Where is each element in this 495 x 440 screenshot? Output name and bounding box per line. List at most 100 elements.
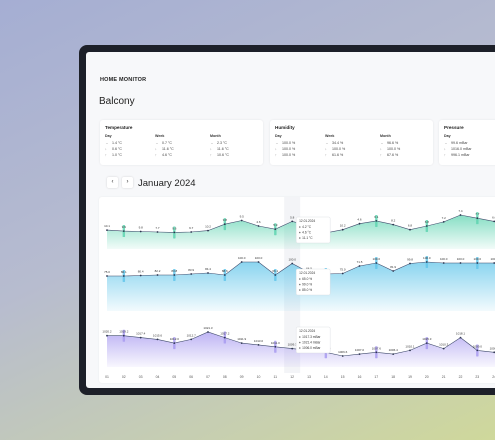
value-label: 1008.4	[490, 346, 495, 350]
data-point	[291, 220, 294, 223]
value-label: 1007.6	[372, 346, 382, 350]
value-label: 1017.4	[136, 332, 146, 336]
x-tick-label: 07	[206, 375, 210, 379]
stat-row: ↓ 11.6 °C	[155, 146, 174, 152]
min-icon: ↓	[210, 147, 212, 151]
data-point	[274, 274, 277, 276]
card-temperature: Temperature Day ↔ 1.4 °C ↓ 0.6 °C ↑ 1.0 °C Week ↔…	[100, 120, 263, 165]
value-label: 100.0	[457, 257, 465, 261]
value-label: 1017.2	[220, 332, 230, 336]
stat-column: Month ↔ 96.6 % ↓ 100.0 % ↑ 67.6 %	[380, 134, 400, 158]
value-label: 1021.3	[203, 326, 213, 330]
value-label: 83.9	[188, 268, 194, 272]
value-label: 88.6	[222, 269, 228, 273]
tooltip-value: 85.0 %	[302, 288, 312, 292]
data-point	[459, 336, 462, 339]
min-icon: ↓	[380, 147, 382, 151]
range-icon: ↔	[105, 141, 109, 145]
range-icon: ↔	[275, 141, 279, 145]
value-label: 1013.0	[254, 339, 264, 343]
value-label: 10.2	[205, 225, 211, 229]
tooltip-bullet	[298, 283, 301, 286]
stat-column-head: Week	[325, 134, 335, 138]
stat-value: 67.6 %	[387, 153, 399, 157]
app-title: HOME MONITOR	[100, 77, 147, 83]
x-tick-label: 06	[189, 375, 193, 379]
x-tick-label: 11	[274, 375, 278, 379]
data-point	[274, 228, 277, 231]
stat-column-head: Day	[275, 134, 282, 138]
data-point	[122, 275, 125, 277]
page-title: Balcony	[99, 96, 135, 107]
month-label: January 2024	[138, 178, 196, 189]
range-icon: ↔	[155, 141, 159, 145]
value-label: 75.0	[104, 270, 110, 274]
data-point	[442, 221, 445, 223]
data-point	[425, 342, 428, 344]
stat-row: ↔ 99.6 mBar	[444, 140, 472, 146]
tooltip-value: 4.6 °C	[302, 231, 312, 235]
data-point	[375, 262, 378, 264]
value-label: 9.8	[223, 218, 228, 222]
value-label: 7.4	[458, 209, 463, 213]
stat-value: 96.6 %	[387, 141, 399, 145]
x-tick-label: 04	[156, 375, 160, 379]
max-icon: ↑	[155, 153, 157, 157]
data-point	[240, 219, 243, 222]
tooltip-bullet	[298, 231, 301, 234]
stat-value: 34.4 %	[332, 141, 344, 145]
tooltip-value: 11.1 °C	[302, 236, 313, 240]
value-label: 99.8	[407, 258, 413, 262]
tooltip-box	[295, 216, 331, 244]
stat-column: Day ↔ 99.6 mBar ↓ 1016.0 mBar ↑ 996.1 mBar	[444, 134, 472, 158]
card-pressure: Pressure Day ↔ 99.6 mBar ↓ 1016.0 mBar ↑ 996.1 …	[439, 120, 495, 165]
value-label: 10.1	[104, 224, 110, 228]
x-tick-label: 02	[122, 375, 126, 379]
stat-row: ↔ 96.6 %	[380, 140, 400, 146]
stat-value: 1.0 °C	[112, 153, 123, 157]
data-point	[190, 338, 193, 341]
next-month-button[interactable]: ›	[122, 177, 133, 188]
min-icon: ↓	[155, 147, 157, 151]
min-icon: ↓	[105, 147, 107, 151]
data-point	[476, 349, 479, 352]
value-label: 84.4	[205, 267, 211, 271]
x-tick-label: 10	[257, 375, 261, 379]
tooltip-value: 99.0 %	[302, 283, 312, 287]
x-tick-label: 19	[408, 375, 412, 379]
value-label: 4.6	[357, 218, 362, 222]
charts-svg[interactable]: 10.1 9.9 9.8 7.7 9.6 9.7 10.2 9.8 9.5 4.6 5.9 5.8 6.…	[99, 197, 495, 383]
data-point	[207, 229, 209, 232]
value-label: 75.0	[340, 268, 346, 272]
data-point	[459, 262, 462, 264]
x-tick-label: 24	[492, 375, 495, 379]
max-icon: ↑	[275, 153, 277, 157]
value-label: 5.9	[273, 223, 278, 227]
value-label: 1012.7	[187, 333, 197, 337]
tooltip-value: 1006.0 mBar	[302, 346, 321, 350]
stat-row: ↓ 0.6 °C	[105, 146, 122, 152]
data-point	[139, 336, 142, 339]
tooltip-value: 1017.3 mBar	[302, 335, 321, 339]
prev-month-button[interactable]: ‹	[107, 177, 118, 188]
range-icon: ↔	[325, 141, 329, 145]
value-label: 9.6	[172, 226, 177, 230]
x-tick-label: 05	[172, 375, 176, 379]
data-point	[392, 270, 395, 272]
x-tick-label: 08	[223, 375, 227, 379]
stat-column-head: Month	[380, 134, 391, 138]
stat-value: 100.0 %	[282, 147, 296, 151]
stat-column: Week ↔ 34.4 % ↓ 100.0 % ↑ 61.6 %	[325, 134, 345, 158]
value-label: 7.7	[475, 212, 480, 216]
x-tick-label: 23	[475, 375, 479, 379]
value-label: 80.4	[138, 270, 144, 274]
data-point	[223, 274, 226, 276]
data-point	[425, 225, 428, 227]
value-label: 100.0	[490, 257, 495, 261]
x-tick-label: 17	[374, 375, 378, 379]
value-label: 100.0	[423, 256, 431, 260]
max-icon: ↑	[380, 153, 382, 157]
value-label: 6.0	[492, 215, 495, 219]
data-point	[207, 331, 209, 333]
min-icon: ↓	[325, 147, 327, 151]
